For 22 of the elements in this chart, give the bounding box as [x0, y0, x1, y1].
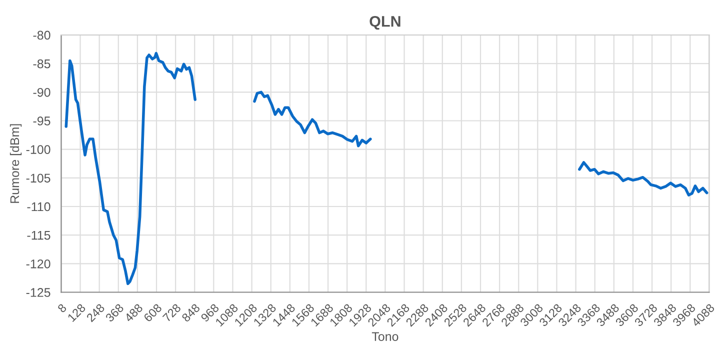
y-tick-label: -90 [33, 88, 50, 97]
x-tick-label: 248 [86, 303, 106, 322]
x-tick-label: 608 [143, 303, 162, 322]
x-tick-label: 968 [200, 303, 220, 322]
chart-title: QLN [370, 16, 400, 30]
y-tick-label: -95 [33, 116, 50, 126]
x-tick-label: 728 [162, 303, 182, 322]
y-tick-label: -105 [26, 174, 50, 183]
x-tick-label: 8 [57, 303, 67, 314]
x-axis-title: Tono [372, 332, 398, 341]
y-tick-label: -125 [26, 288, 50, 297]
x-tick-label: 368 [104, 303, 124, 322]
x-tick-label: 128 [67, 303, 86, 322]
y-tick-label: -110 [27, 202, 50, 212]
y-tick-label: -85 [33, 59, 50, 68]
y-tick-label: -120 [26, 259, 50, 268]
y-tick-label: -115 [27, 231, 50, 240]
y-tick-label: -80 [33, 30, 50, 40]
y-tick-label: -100 [26, 145, 50, 154]
x-tick-label: 848 [181, 303, 200, 322]
y-axis-title: Rumore [dBm] [10, 124, 22, 203]
x-tick-label: 488 [124, 303, 144, 323]
